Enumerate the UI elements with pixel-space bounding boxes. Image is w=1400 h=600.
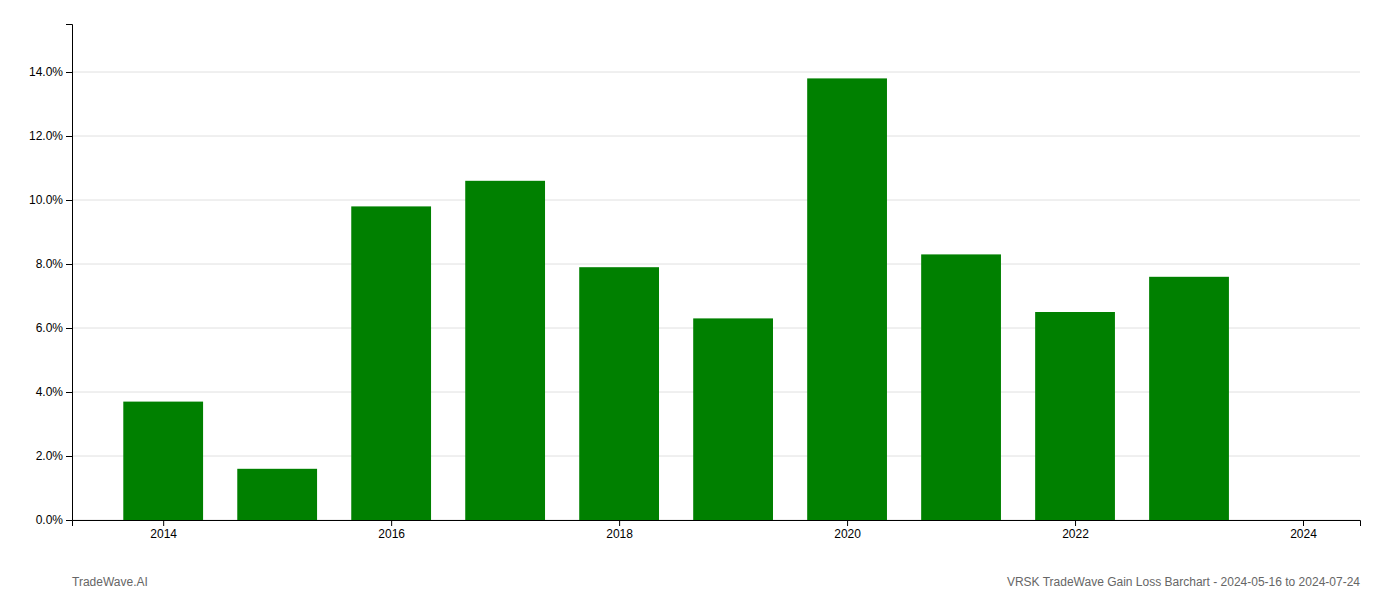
x-axis: 2014 2016 2018 2020 2022 2024 [73, 520, 1361, 541]
x-tick-mark [1303, 520, 1304, 526]
y-tick-mark [66, 264, 72, 265]
x-tick-label: 2024 [1290, 527, 1317, 541]
grid-line [72, 264, 1360, 265]
bar [921, 254, 1001, 520]
y-tick: 14.0% [29, 65, 72, 79]
y-tick-label: 12.0% [29, 129, 63, 143]
bar [1149, 277, 1229, 520]
x-tick-mark [391, 520, 392, 526]
x-tick-label: 2016 [378, 527, 405, 541]
x-tick-mark [619, 520, 620, 526]
y-tick-label: 0.0% [36, 513, 64, 527]
x-tick-mark [1075, 520, 1076, 526]
x-tick: 2022 [1062, 520, 1089, 541]
y-tick: 10.0% [29, 193, 72, 207]
x-tick-label: 2018 [606, 527, 633, 541]
plot-area: 2014 2016 2018 2020 2022 2024 0.0% 2.0% 4.0% 6.0%… [29, 25, 1361, 541]
y-tick-label: 2.0% [36, 449, 64, 463]
y-tick: 4.0% [36, 385, 72, 399]
grid-line [72, 72, 1360, 73]
y-tick: 2.0% [36, 449, 72, 463]
footer-text: VRSK TradeWave Gain Loss Barchart - 2024… [1007, 575, 1360, 589]
bars [123, 78, 1229, 520]
x-tick-mark [163, 520, 164, 526]
bar [123, 402, 203, 520]
x-axis-line [73, 521, 1361, 527]
grid-line [72, 136, 1360, 137]
bar [351, 206, 431, 520]
x-tick: 2018 [606, 520, 633, 541]
y-axis: 0.0% 2.0% 4.0% 6.0% 8.0% 10.0% 12.0% 14.0% [29, 25, 73, 528]
grid [72, 72, 1360, 520]
y-tick-label: 4.0% [36, 385, 64, 399]
y-tick-mark [66, 328, 72, 329]
x-tick-label: 2020 [834, 527, 861, 541]
y-tick-mark [66, 72, 72, 73]
x-tick: 2024 [1290, 520, 1317, 541]
bar [807, 78, 887, 520]
footer-text: TradeWave.AI [72, 575, 148, 589]
y-tick-label: 8.0% [36, 257, 64, 271]
y-tick: 8.0% [36, 257, 72, 271]
bar [465, 181, 545, 520]
x-tick: 2014 [150, 520, 177, 541]
x-tick-label: 2022 [1062, 527, 1089, 541]
y-tick: 12.0% [29, 129, 72, 143]
y-tick-mark [66, 392, 72, 393]
y-tick-mark [66, 456, 72, 457]
bar [237, 469, 317, 520]
y-tick-mark [66, 520, 72, 521]
bar [1035, 312, 1115, 520]
x-tick-mark [847, 520, 848, 526]
grid-line [72, 200, 1360, 201]
x-tick-label: 2014 [150, 527, 177, 541]
chart: 2014 2016 2018 2020 2022 2024 0.0% 2.0% 4.0% 6.0%… [0, 0, 1400, 600]
bar [693, 318, 773, 520]
bar [579, 267, 659, 520]
x-tick: 2020 [834, 520, 861, 541]
footer: TradeWave.AI VRSK TradeWave Gain Loss Bar… [72, 575, 1360, 589]
y-tick-mark [66, 136, 72, 137]
x-tick: 2016 [378, 520, 405, 541]
y-tick-label: 6.0% [36, 321, 64, 335]
y-tick: 0.0% [36, 513, 72, 527]
y-tick: 6.0% [36, 321, 72, 335]
y-axis-line [66, 25, 73, 521]
y-tick-label: 10.0% [29, 193, 63, 207]
y-tick-label: 14.0% [29, 65, 63, 79]
y-tick-mark [66, 200, 72, 201]
